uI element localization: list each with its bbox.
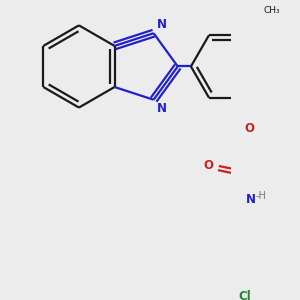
Text: N: N [157,102,167,115]
Text: Cl: Cl [239,290,252,300]
Text: CH₃: CH₃ [263,6,280,15]
Text: O: O [203,159,213,172]
Text: N: N [246,193,256,206]
Text: N: N [157,18,167,31]
Text: -H: -H [255,191,266,201]
Text: O: O [244,122,254,136]
